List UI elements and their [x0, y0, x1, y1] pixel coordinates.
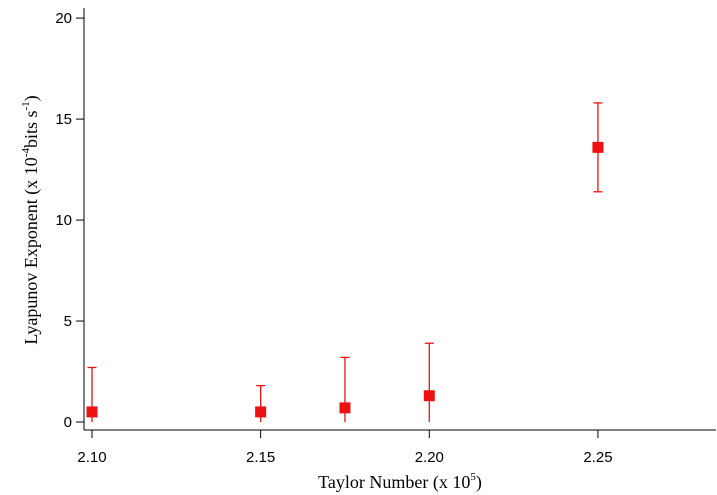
y-axis-title: Lyapunov Exponent (x 10-4bits s-1)	[20, 95, 42, 344]
y-ticks: 0 5 10 15 20	[55, 10, 84, 431]
x-tick-label: 2.15	[246, 449, 275, 466]
data-point	[86, 406, 98, 418]
y-tick-label: 0	[64, 414, 72, 431]
y-axis-title-mid: bits s	[21, 111, 41, 149]
x-axis-title-text: Taylor Number (x 10	[318, 472, 470, 493]
data-points	[86, 102, 604, 422]
x-axis-title: Taylor Number (x 105)	[318, 471, 482, 493]
x-tick-label: 2.25	[583, 449, 612, 466]
y-axis-title-text: Lyapunov Exponent (x 10	[21, 157, 42, 344]
x-tick-label: 2.10	[77, 449, 106, 466]
data-point	[255, 406, 267, 418]
x-ticks: 2.10 2.15 2.20 2.25	[77, 430, 613, 466]
y-tick-label: 5	[64, 313, 72, 330]
x-axis-title-close: )	[476, 472, 482, 493]
data-point	[423, 390, 435, 402]
y-axis-title-exp: -4	[20, 148, 32, 158]
y-tick-label: 10	[55, 212, 72, 229]
y-axis-title-close: )	[21, 95, 42, 101]
x-axis-title-exp: 5	[470, 471, 476, 483]
data-point	[339, 402, 351, 414]
y-tick-label: 20	[55, 10, 72, 27]
data-point	[592, 141, 604, 153]
y-axis-title-exp2: -1	[20, 101, 32, 110]
y-tick-label: 15	[55, 111, 72, 128]
x-tick-label: 2.20	[415, 449, 444, 466]
